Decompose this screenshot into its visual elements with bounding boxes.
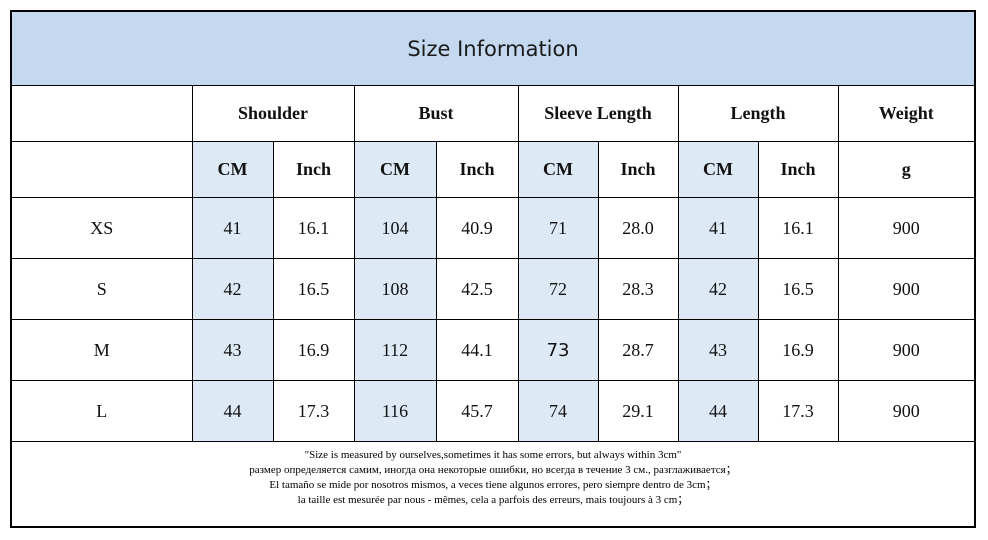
- size-table: Shoulder Bust Sleeve Length Length Weigh…: [12, 86, 975, 442]
- unit-cm: CM: [677, 141, 759, 198]
- unit-cm: CM: [517, 141, 599, 198]
- size-label: M: [12, 319, 193, 381]
- table-cell: 42: [677, 258, 759, 320]
- table-row: S 42 16.5 108 42.5 72 28.3 42 16.5 900: [12, 258, 975, 320]
- table-cell: 43: [677, 319, 759, 381]
- table-cell: 45.7: [435, 380, 519, 442]
- table-cell: 74: [517, 380, 599, 442]
- unit-grams: g: [837, 141, 975, 198]
- header-length: Length: [677, 86, 839, 142]
- table-cell: 900: [837, 258, 975, 320]
- header-shoulder: Shoulder: [191, 86, 355, 142]
- table-cell: 16.9: [757, 319, 839, 381]
- table-cell: 40.9: [435, 197, 519, 259]
- table-cell: 16.5: [272, 258, 355, 320]
- note-spanish: El tamaño se mide por nosotros mismos, a…: [269, 479, 717, 491]
- table-cell: 41: [677, 197, 759, 259]
- size-chart: Size Information Shoulder Bust Sleeve Le…: [10, 10, 976, 528]
- size-label: S: [12, 258, 193, 320]
- note-french: la taille est mesurée par nous - mêmes, …: [297, 494, 689, 506]
- measurement-notes: "Size is measured by ourselves,sometimes…: [12, 443, 974, 526]
- table-cell: 73: [517, 319, 599, 381]
- table-cell: 116: [353, 380, 437, 442]
- corner-cell: [12, 141, 193, 198]
- table-cell: 29.1: [597, 380, 679, 442]
- table-cell: 28.3: [597, 258, 679, 320]
- table-cell: 44.1: [435, 319, 519, 381]
- note-russian: размер определяется самим, иногда она не…: [249, 464, 737, 476]
- note-english: "Size is measured by ourselves,sometimes…: [304, 449, 682, 461]
- table-cell: 16.5: [757, 258, 839, 320]
- table-row: XS 41 16.1 104 40.9 71 28.0 41 16.1 900: [12, 197, 975, 259]
- unit-inch: Inch: [597, 141, 679, 198]
- table-cell: 17.3: [272, 380, 355, 442]
- table-cell: 900: [837, 197, 975, 259]
- table-cell: 900: [837, 319, 975, 381]
- table-cell: 17.3: [757, 380, 839, 442]
- table-cell: 28.0: [597, 197, 679, 259]
- table-cell: 28.7: [597, 319, 679, 381]
- table-cell: 16.1: [757, 197, 839, 259]
- header-bust: Bust: [353, 86, 519, 142]
- table-cell: 44: [191, 380, 274, 442]
- table-cell: 43: [191, 319, 274, 381]
- size-label: L: [12, 380, 193, 442]
- table-cell: 108: [353, 258, 437, 320]
- size-label: XS: [12, 197, 193, 259]
- unit-cm: CM: [353, 141, 437, 198]
- table-cell: 44: [677, 380, 759, 442]
- unit-header-row: CM Inch CM Inch CM Inch CM Inch g: [12, 141, 975, 198]
- table-cell: 71: [517, 197, 599, 259]
- unit-cm: CM: [191, 141, 274, 198]
- unit-inch: Inch: [272, 141, 355, 198]
- unit-inch: Inch: [757, 141, 839, 198]
- table-row: M 43 16.9 112 44.1 73 28.7 43 16.9 900: [12, 319, 975, 381]
- chart-title: Size Information: [12, 12, 974, 86]
- table-cell: 42.5: [435, 258, 519, 320]
- corner-cell: [12, 86, 193, 142]
- table-cell: 16.1: [272, 197, 355, 259]
- table-cell: 900: [837, 380, 975, 442]
- group-header-row: Shoulder Bust Sleeve Length Length Weigh…: [12, 86, 975, 142]
- table-cell: 42: [191, 258, 274, 320]
- table-cell: 41: [191, 197, 274, 259]
- header-weight: Weight: [837, 86, 975, 142]
- unit-inch: Inch: [435, 141, 519, 198]
- table-row: L 44 17.3 116 45.7 74 29.1 44 17.3 900: [12, 380, 975, 442]
- table-cell: 16.9: [272, 319, 355, 381]
- table-cell: 112: [353, 319, 437, 381]
- header-sleeve-length: Sleeve Length: [517, 86, 679, 142]
- table-cell: 72: [517, 258, 599, 320]
- table-cell: 104: [353, 197, 437, 259]
